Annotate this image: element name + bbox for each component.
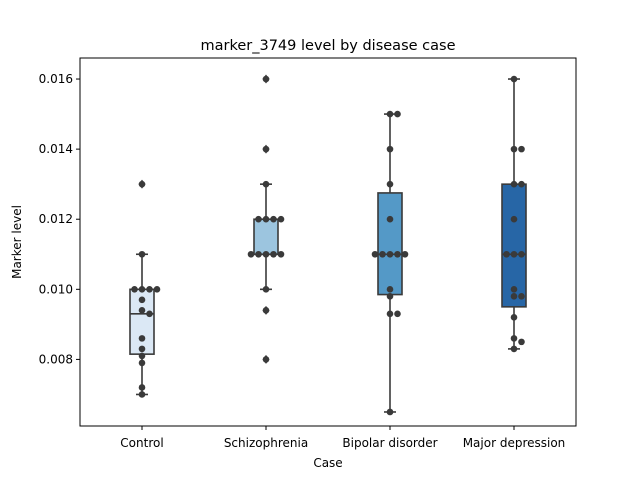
data-point [510,293,518,300]
data-point [394,310,401,318]
data-point [379,250,386,258]
y-tick-label: 0.012 [39,212,73,226]
data-point [371,250,379,258]
data-point [518,338,525,346]
data-point [510,286,518,293]
data-point [518,293,525,300]
data-point [386,145,394,153]
data-point [394,250,401,258]
data-point [262,286,270,293]
data-point [386,310,394,318]
data-point [138,250,146,258]
data-point [394,110,401,118]
data-point [138,391,146,398]
data-point [277,250,285,258]
data-point [138,286,146,293]
data-point [270,215,277,223]
data-point [510,345,518,353]
x-tick-label: Bipolar disorder [342,436,437,450]
data-point [518,145,525,153]
data-point [262,250,270,258]
data-point [138,384,146,391]
data-point [247,250,255,258]
data-point [401,250,409,258]
y-tick-label: 0.008 [39,352,73,366]
data-point [262,145,270,153]
y-tick-label: 0.010 [39,282,73,296]
x-axis-label: Case [313,456,342,470]
box [129,288,155,355]
data-point [153,286,161,293]
data-point [503,250,510,258]
data-point [255,215,262,223]
chart-title: marker_3749 level by disease case [201,38,456,54]
data-point [262,75,270,83]
data-point [510,75,518,83]
data-point [146,286,153,293]
data-point [138,352,146,360]
x-tick-label: Major depression [463,436,566,450]
data-point [138,345,146,353]
y-tick-label: 0.014 [39,142,73,156]
data-point [255,250,262,258]
data-point [386,110,394,118]
data-point [510,314,518,321]
plot-area: 0.008 0.010 0.012 0.014 0.016 Control Schizoph… [39,57,577,450]
data-point [270,250,277,258]
x-tick-label: Control [120,436,163,450]
data-point [146,310,153,318]
data-point [518,180,525,188]
data-point [138,359,146,367]
data-point [138,296,146,304]
data-point [386,250,394,258]
data-point [277,215,285,223]
data-point [386,286,394,293]
data-point [386,180,394,188]
data-point [510,180,518,188]
box [253,218,279,256]
data-point [510,250,518,258]
data-point [510,145,518,153]
data-point [131,286,138,293]
data-point [510,335,518,342]
data-point [138,335,146,342]
data-point [262,180,270,188]
data-point [262,356,270,363]
data-point [386,293,394,300]
x-tick-label: Schizophrenia [224,436,308,450]
data-point [262,307,270,314]
data-point [138,307,146,314]
data-point [262,215,270,223]
data-point [386,408,394,416]
data-point [386,215,394,223]
y-tick-label: 0.016 [39,72,73,86]
y-axis-label: Marker level [10,205,24,279]
data-point [510,215,518,223]
axes-frame [79,57,577,427]
data-point [518,250,525,258]
data-point [138,180,146,188]
box [377,192,403,296]
